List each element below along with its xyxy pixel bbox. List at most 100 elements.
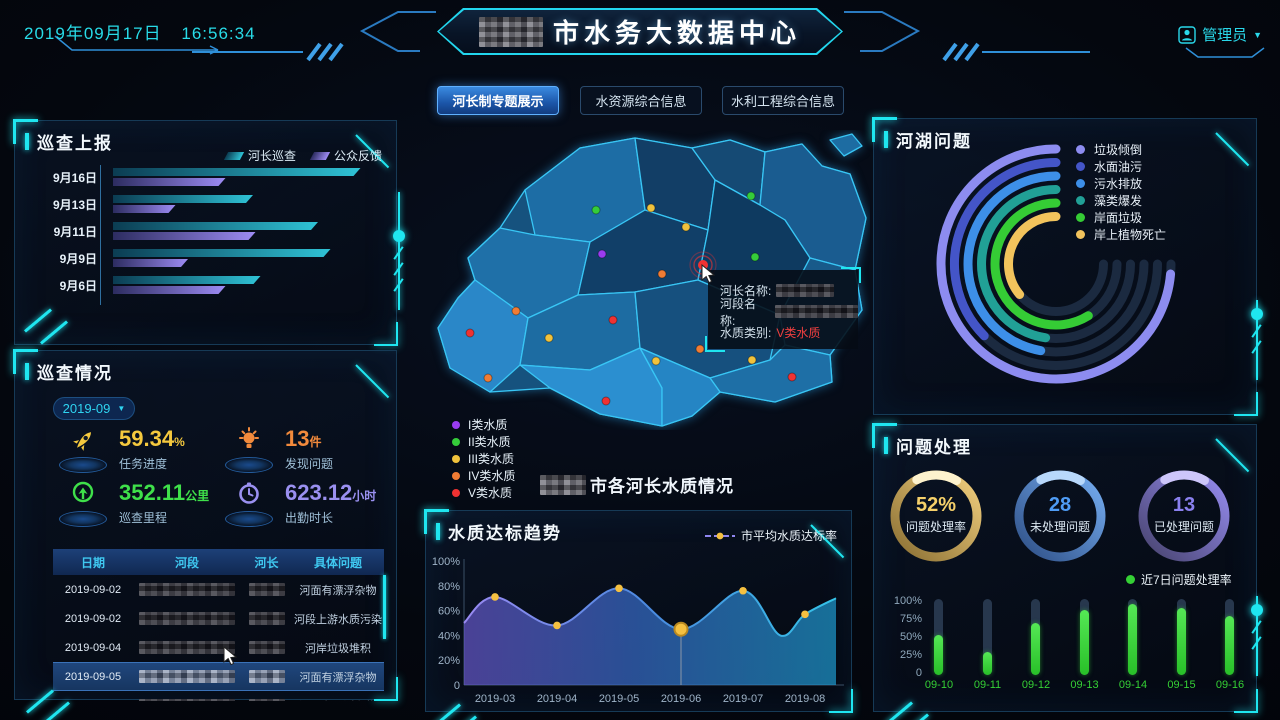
data-point[interactable] (739, 586, 747, 595)
legend-marker-icon (704, 532, 735, 539)
blurred-value (248, 641, 285, 654)
bar[interactable] (113, 259, 188, 267)
table-row[interactable]: 2019-09-02 河段上游水质污染 (53, 604, 384, 633)
water-quality-point[interactable] (750, 252, 760, 262)
bar[interactable] (982, 652, 992, 675)
page-title: 市水务大数据中心 (552, 18, 801, 48)
stat-item: 352.11公里巡查里程 (57, 481, 209, 527)
bar[interactable] (113, 286, 226, 294)
category-label: 9月6日 (59, 279, 97, 293)
data-point[interactable] (801, 610, 809, 619)
bar[interactable] (113, 168, 361, 176)
bar[interactable] (113, 178, 226, 186)
y-tick-label: 50% (899, 631, 922, 643)
stat-value: 352.11公里 (119, 480, 210, 505)
table-row[interactable]: 2019-09-02 河面有漂浮杂物 (53, 575, 384, 604)
bar[interactable] (1225, 616, 1234, 675)
issues-panel: 河湖问题 垃圾倾倒 水面油污 污水排放 藻类爆发 岸面垃圾 岸上植物死亡 (873, 118, 1257, 415)
table-row[interactable]: 2019-09-04 河岸垃圾堆积 (53, 633, 384, 662)
map-caption: 市各河长水质情况 (540, 472, 780, 497)
stat-label: 巡查里程 (119, 511, 168, 525)
city-district-map[interactable] (430, 130, 870, 430)
svg-text:2019-04: 2019-04 (537, 693, 577, 705)
daily-bar-column: 09-13 (1070, 599, 1099, 691)
water-quality-point[interactable] (591, 205, 601, 215)
patrol-bar-row: 9月6日 (27, 273, 387, 300)
water-quality-point[interactable] (787, 372, 797, 382)
water-quality-point[interactable] (544, 333, 554, 343)
category-label: 09-16 (1215, 679, 1245, 691)
water-quality-point[interactable] (483, 373, 493, 383)
issues-legend-item: 藻类爆发 (1076, 192, 1166, 209)
water-quality-point[interactable] (657, 269, 667, 279)
user-menu[interactable]: 管理员 ▼ (1178, 24, 1262, 45)
title-accent-bar (884, 437, 888, 454)
legend-label: V类水质 (468, 486, 513, 500)
table-scrollbar[interactable] (383, 575, 386, 639)
bar[interactable] (113, 205, 176, 213)
water-quality-point[interactable] (608, 315, 618, 325)
data-point[interactable] (615, 584, 623, 593)
data-point-highlight[interactable] (673, 621, 689, 637)
cell-river-chief (241, 641, 292, 654)
tab-water-projects[interactable]: 水利工程综合信息 (722, 86, 844, 115)
cell-river-section (133, 612, 241, 625)
issues-legend-item: 垃圾倾倒 (1076, 141, 1166, 158)
bar[interactable] (113, 232, 256, 240)
legend-dot-icon (452, 488, 460, 497)
mileage-icon (69, 481, 97, 509)
water-quality-point[interactable] (695, 344, 705, 354)
bar-group (113, 249, 331, 269)
patrol-report-panel: 巡查上报 河长巡查 公众反馈 9月16日 9月13日 9月11日 9月9日 9月6日 (14, 120, 397, 345)
water-quality-point[interactable] (651, 356, 661, 366)
donut-ring (1138, 470, 1230, 562)
tooltip-corner-bracket (841, 267, 861, 283)
bar[interactable] (113, 276, 261, 284)
issue-table[interactable]: 日期 河段 河长 具体问题 2019-09-02 河面有漂浮杂物 2019-09-02 河段上… (53, 549, 384, 701)
water-quality-point[interactable] (465, 328, 475, 338)
water-quality-point[interactable] (601, 396, 611, 406)
water-quality-points[interactable] (465, 191, 797, 406)
water-quality-point[interactable] (747, 355, 757, 365)
bar[interactable] (113, 195, 253, 203)
category-label: 09-15 (1167, 679, 1196, 691)
water-quality-point[interactable] (681, 222, 691, 232)
tab-water-resources[interactable]: 水资源综合信息 (580, 86, 702, 115)
svg-text:60%: 60% (438, 606, 460, 618)
data-point[interactable] (553, 621, 561, 630)
bar[interactable] (1079, 610, 1089, 675)
month-select[interactable]: 2019-09 ▼ (53, 397, 135, 420)
legend-swatch-icon (223, 151, 245, 160)
table-row[interactable]: 2019-09-05 河面有漂浮杂物 (53, 662, 384, 691)
water-quality-point[interactable] (746, 191, 756, 201)
y-axis-line (100, 165, 101, 305)
data-point[interactable] (491, 593, 499, 601)
donut-ring (1014, 470, 1106, 562)
water-quality-point[interactable] (597, 249, 607, 259)
stat-text: 59.34% 任务进度 (119, 428, 185, 472)
legend-label: 污水排放 (1094, 177, 1143, 191)
legend-dot-icon (452, 420, 460, 429)
bar[interactable] (1128, 604, 1137, 675)
category-label: 9月9日 (59, 252, 97, 266)
legend-item: 公众反馈 (309, 147, 382, 164)
chevron-decoration (24, 308, 52, 333)
water-quality-point[interactable] (511, 306, 521, 316)
bar[interactable] (1031, 623, 1040, 675)
bar[interactable] (113, 249, 331, 257)
issues-legend-item: 水面油污 (1076, 158, 1166, 175)
bar[interactable] (934, 635, 943, 675)
chevron-down-icon: ▼ (1253, 29, 1262, 40)
daily-bar-column: 09-15 (1167, 599, 1196, 691)
water-quality-point[interactable] (646, 203, 656, 213)
legend-label: 岸上植物死亡 (1094, 228, 1167, 242)
panel-title: 巡查情况 (25, 359, 113, 384)
table-row[interactable]: 2019-09-05 河面有漂浮杂物 (53, 691, 384, 701)
legend-label: 水面油污 (1094, 160, 1143, 174)
bar[interactable] (113, 222, 318, 230)
svg-text:2019-03: 2019-03 (475, 693, 515, 705)
bulb-icon (235, 427, 263, 455)
tab-river-chief[interactable]: 河长制专题展示 (437, 86, 559, 115)
bar[interactable] (1176, 608, 1186, 675)
stat-label: 出勤时长 (285, 511, 334, 525)
